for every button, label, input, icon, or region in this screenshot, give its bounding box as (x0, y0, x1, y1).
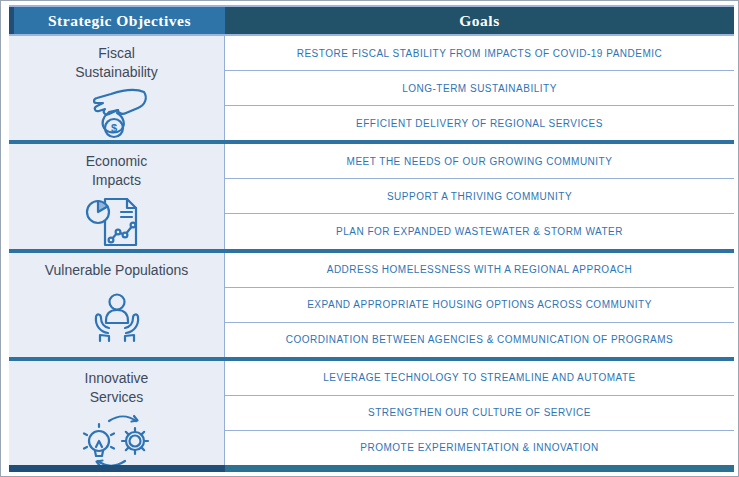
objective-label: Vulnerable Populations (45, 261, 188, 280)
goal-cell: ADDRESS HOMELESSNESS WITH A REGIONAL APP… (225, 253, 734, 287)
report-with-charts-icon (81, 193, 153, 257)
objective-cell-economic-impacts: Economic Impacts (9, 144, 225, 248)
goal-cell: RESTORE FISCAL STABILITY FROM IMPACTS OF… (225, 36, 734, 70)
section-fiscal-sustainability: Fiscal Sustainability $ RESTORE FISCAL S… (9, 36, 734, 140)
table-bottom-border (9, 465, 734, 472)
goal-cell: PLAN FOR EXPANDED WASTEWATER & STORM WAT… (225, 213, 734, 248)
goals-column: MEET THE NEEDS OF OUR GROWING COMMUNITY … (225, 144, 734, 248)
objective-label-line1: Vulnerable Populations (45, 261, 188, 280)
lightbulb-gear-cycle-icon (74, 410, 160, 474)
objective-label-line1: Economic (86, 152, 147, 171)
section-innovative-services: Innovative Services (9, 357, 734, 465)
svg-text:$: $ (111, 122, 117, 134)
section-vulnerable-populations: Vulnerable Populations ADDRESS HOMELESSN (9, 249, 734, 357)
goals-column: LEVERAGE TECHNOLOGY TO STREAMLINE AND AU… (225, 361, 734, 465)
bottom-border-right-segment (225, 465, 734, 472)
objectives-column-header: Strategic Objectives (9, 7, 225, 34)
section-economic-impacts: Economic Impacts (9, 140, 734, 248)
objective-cell-vulnerable-populations: Vulnerable Populations (9, 253, 225, 357)
goal-cell: EXPAND APPROPRIATE HOUSING OPTIONS ACROS… (225, 287, 734, 322)
caring-hands-person-icon (79, 282, 155, 356)
goal-cell: LONG-TERM SUSTAINABILITY (225, 70, 734, 105)
goal-cell: PROMOTE EXPERIMENTATION & INNOVATION (225, 430, 734, 465)
goal-cell: STRENGTHEN OUR CULTURE OF SERVICE (225, 395, 734, 430)
objective-label: Innovative Services (85, 369, 149, 407)
goal-cell: MEET THE NEEDS OF OUR GROWING COMMUNITY (225, 144, 734, 178)
objective-cell-innovative-services: Innovative Services (9, 361, 225, 465)
table-header-row: Strategic Objectives Goals (9, 7, 734, 36)
objective-label-line2: Sustainability (75, 63, 158, 82)
objective-label-line1: Fiscal (75, 44, 158, 63)
strategic-objectives-table: Strategic Objectives Goals Fiscal Sustai… (9, 5, 734, 472)
objective-label-line2: Impacts (86, 171, 147, 190)
page-frame: Strategic Objectives Goals Fiscal Sustai… (0, 0, 739, 477)
objective-label: Economic Impacts (86, 152, 147, 190)
goals-column: RESTORE FISCAL STABILITY FROM IMPACTS OF… (225, 36, 734, 140)
objective-label-line1: Innovative (85, 369, 149, 388)
objective-label-line2: Services (85, 388, 149, 407)
goal-cell: COORDINATION BETWEEN AGENCIES & COMMUNIC… (225, 322, 734, 357)
goal-cell: SUPPORT A THRIVING COMMUNITY (225, 178, 734, 213)
objective-label: Fiscal Sustainability (75, 44, 158, 82)
goal-cell: LEVERAGE TECHNOLOGY TO STREAMLINE AND AU… (225, 361, 734, 395)
goal-cell: EFFICIENT DELIVERY OF REGIONAL SERVICES (225, 105, 734, 140)
goals-column-header: Goals (225, 7, 734, 34)
bottom-border-left-segment (9, 465, 225, 472)
goals-column: ADDRESS HOMELESSNESS WITH A REGIONAL APP… (225, 253, 734, 357)
objective-cell-fiscal-sustainability: Fiscal Sustainability $ (9, 36, 225, 140)
